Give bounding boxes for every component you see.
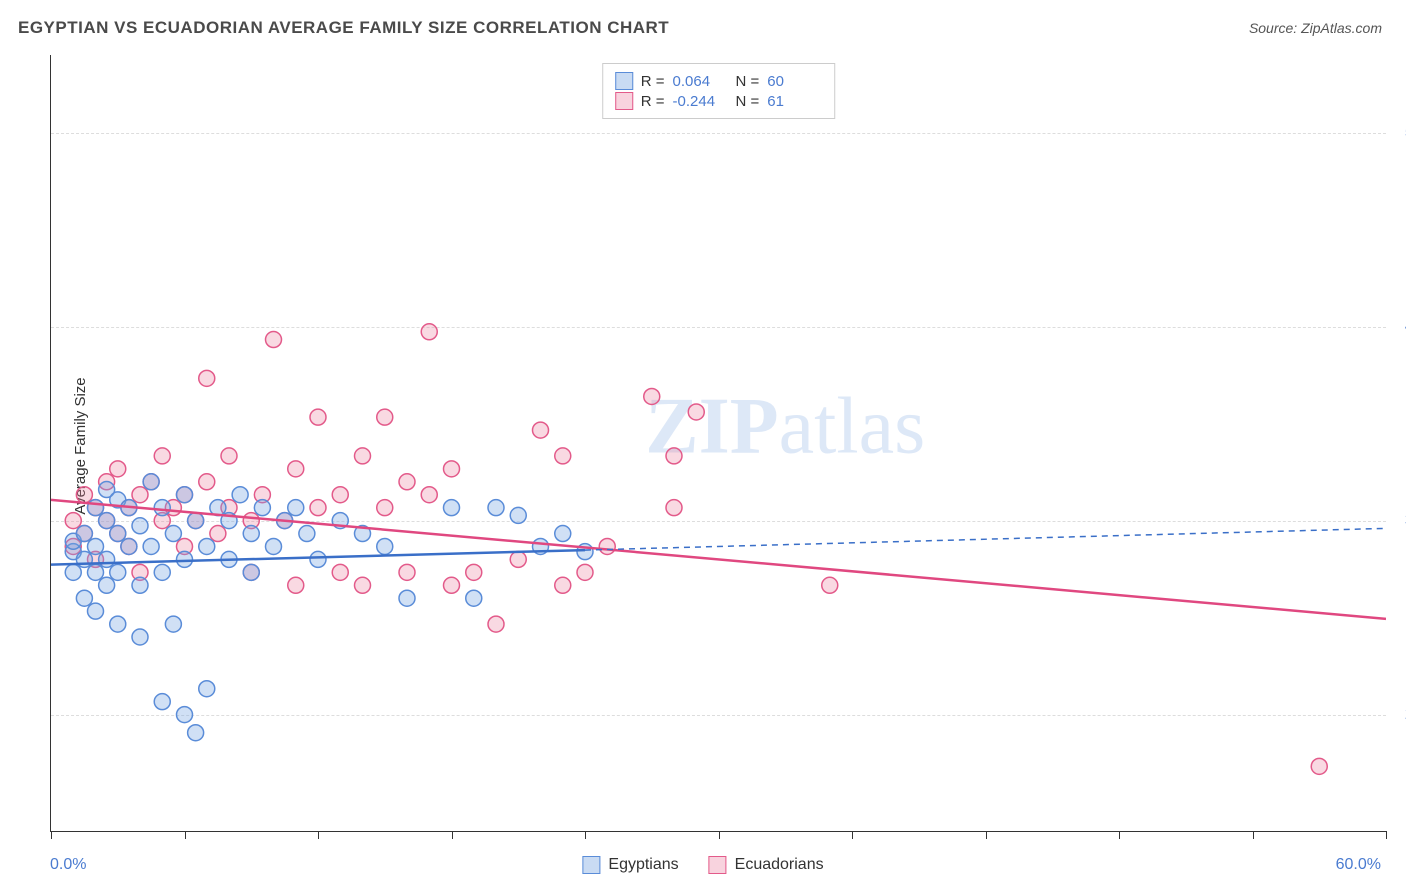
x-axis-max-label: 60.0% <box>1336 856 1381 874</box>
y-tick-label: 2.75 <box>1391 706 1406 724</box>
series-legend: Egyptians Ecuadorians <box>582 856 823 874</box>
stats-legend: R = 0.064 N = 60 R = -0.244 N = 61 <box>602 63 836 119</box>
chart-title: EGYPTIAN VS ECUADORIAN AVERAGE FAMILY SI… <box>18 18 669 38</box>
legend-item-egyptians: Egyptians <box>582 856 678 874</box>
stats-row-ecuadorians: R = -0.244 N = 61 <box>615 92 823 110</box>
y-tick-label: 4.25 <box>1391 318 1406 336</box>
y-tick-label: 5.00 <box>1391 124 1406 142</box>
x-axis-min-label: 0.0% <box>50 856 86 874</box>
stats-row-egyptians: R = 0.064 N = 60 <box>615 72 823 90</box>
swatch-pink-icon <box>615 92 633 110</box>
swatch-blue-icon <box>615 72 633 90</box>
chart-header: EGYPTIAN VS ECUADORIAN AVERAGE FAMILY SI… <box>0 0 1406 46</box>
chart-plot-area: R = 0.064 N = 60 R = -0.244 N = 61 ZIPat… <box>50 55 1386 832</box>
y-tick-label: 3.50 <box>1391 512 1406 530</box>
source-attribution: Source: ZipAtlas.com <box>1249 20 1382 36</box>
legend-item-ecuadorians: Ecuadorians <box>709 856 824 874</box>
swatch-pink-icon <box>709 856 727 874</box>
scatter-plot-svg <box>51 55 1386 831</box>
swatch-blue-icon <box>582 856 600 874</box>
